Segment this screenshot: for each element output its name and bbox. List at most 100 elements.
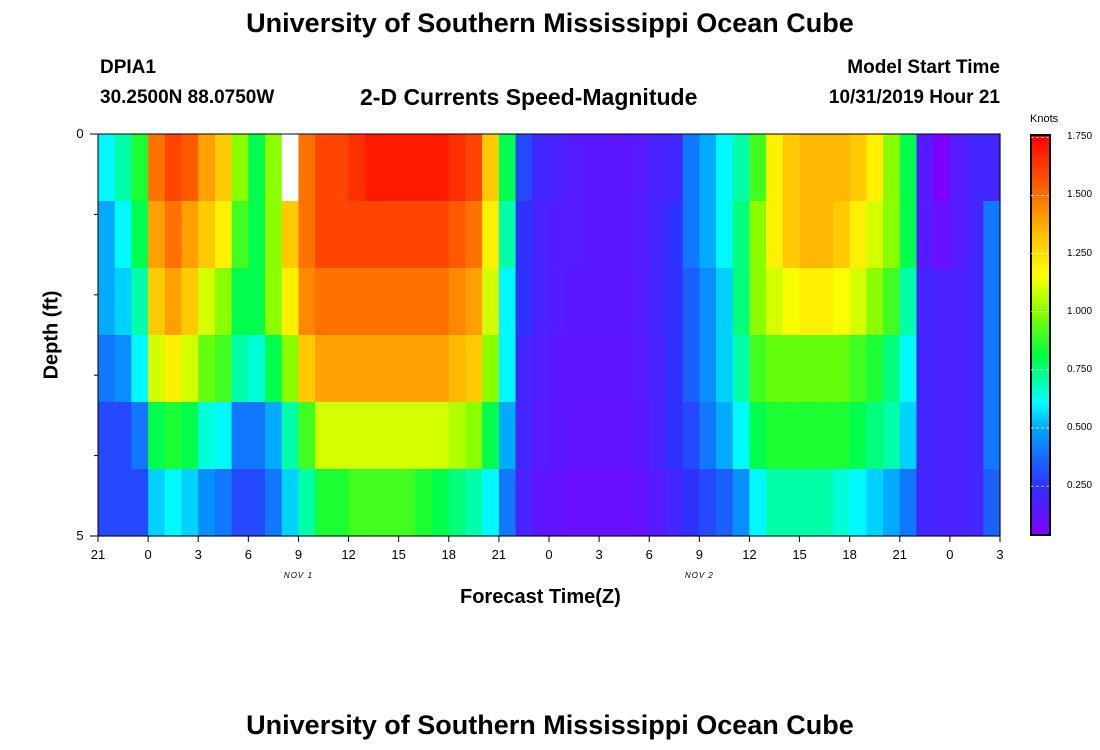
heatmap-cell <box>983 201 1001 269</box>
heatmap-cell <box>131 469 149 537</box>
heatmap-cell <box>131 402 149 470</box>
heatmap-cell <box>766 469 784 537</box>
heatmap-cell <box>214 335 233 403</box>
heatmap-cell <box>632 335 650 403</box>
heatmap-cell <box>148 201 166 269</box>
heatmap-cell <box>198 268 216 336</box>
heatmap-cell <box>816 134 834 202</box>
heatmap-cell <box>716 268 734 336</box>
heatmap-cell <box>649 134 667 202</box>
heatmap-cell <box>899 201 918 269</box>
heatmap-cell <box>665 402 684 470</box>
heatmap-cell <box>565 268 583 336</box>
heatmap-cell <box>398 469 416 537</box>
heatmap-cell <box>348 201 366 269</box>
heatmap-cell <box>164 268 183 336</box>
heatmap-cell <box>348 469 366 537</box>
heatmap-cell <box>265 268 283 336</box>
heatmap-cell <box>849 335 867 403</box>
heatmap-cell <box>899 134 918 202</box>
heatmap-cell <box>632 268 650 336</box>
heatmap-cell <box>515 402 533 470</box>
heatmap-cell <box>816 402 834 470</box>
heatmap-cell <box>398 134 416 202</box>
heatmap-cell <box>448 402 467 470</box>
heatmap-cell <box>949 402 968 470</box>
heatmap-cell <box>248 201 266 269</box>
x-tick-label: 15 <box>792 547 807 562</box>
heatmap-cell <box>148 268 166 336</box>
heatmap-cell <box>716 201 734 269</box>
page-title: University of Southern Mississippi Ocean… <box>246 8 854 38</box>
heatmap-cell <box>949 201 968 269</box>
heatmap-cell <box>448 134 467 202</box>
heatmap-cell <box>98 335 116 403</box>
station-coordinates: 30.2500N 88.0750W <box>100 87 275 108</box>
heatmap-cell <box>899 268 918 336</box>
heatmap-cell <box>883 201 901 269</box>
heatmap-cell <box>482 335 500 403</box>
heatmap-cell <box>498 268 517 336</box>
x-tick-label: 6 <box>244 547 252 562</box>
heatmap-cell <box>799 402 817 470</box>
heatmap-cell <box>949 469 968 537</box>
heatmap-cell <box>699 201 717 269</box>
heatmap-cell <box>549 335 567 403</box>
heatmap-cell <box>682 469 700 537</box>
x-tick-label: 3 <box>595 547 603 562</box>
heatmap-cell <box>665 268 684 336</box>
heatmap-cell <box>532 134 550 202</box>
colorbar-tick-label: 1.500 <box>1067 189 1093 201</box>
heatmap-cell <box>398 201 416 269</box>
heatmap-cell <box>599 134 617 202</box>
heatmap-cell <box>265 201 283 269</box>
heatmap-cell <box>532 469 550 537</box>
heatmap-cell <box>832 402 851 470</box>
heatmap-cell <box>933 201 951 269</box>
heatmap-cell <box>832 201 851 269</box>
heatmap-cell <box>348 402 366 470</box>
heatmap-cell <box>515 201 533 269</box>
heatmap-cell <box>582 402 600 470</box>
heatmap-cell <box>214 469 233 537</box>
heatmap-cell <box>799 469 817 537</box>
heatmap-cell <box>933 469 951 537</box>
x-tick-label: 0 <box>545 547 553 562</box>
heatmap-cell <box>248 402 266 470</box>
heatmap-cell <box>899 335 918 403</box>
heatmap-cell <box>866 402 884 470</box>
heatmap-cell <box>916 335 934 403</box>
heatmap-cell <box>515 268 533 336</box>
heatmap-cell <box>615 402 634 470</box>
heatmap-cell <box>114 402 132 470</box>
x-tick-label: 0 <box>946 547 954 562</box>
heatmap-cell <box>265 402 283 470</box>
heatmap-cell <box>749 402 767 470</box>
heatmap-cell <box>732 402 751 470</box>
heatmap-cell <box>465 268 483 336</box>
heatmap-cell <box>248 268 266 336</box>
heatmap-cell <box>381 469 400 537</box>
heatmap-cell <box>415 335 433 403</box>
heatmap-cell <box>549 268 567 336</box>
heatmap-cell <box>682 402 700 470</box>
heatmap-cell <box>883 335 901 403</box>
heatmap-cell <box>231 201 249 269</box>
heatmap-cell <box>315 201 333 269</box>
x-tick-label: 18 <box>441 547 456 562</box>
heatmap-cell <box>682 134 700 202</box>
heatmap-cell <box>532 268 550 336</box>
heatmap-cell <box>231 134 249 202</box>
heatmap-cell <box>331 134 350 202</box>
heatmap-cell <box>331 201 350 269</box>
heatmap-cell <box>966 201 984 269</box>
heatmap-cell <box>465 469 483 537</box>
heatmap-cell <box>114 134 132 202</box>
heatmap-cell <box>749 335 767 403</box>
heatmap-cell <box>281 134 300 202</box>
heatmap-cell <box>749 268 767 336</box>
date-label: NOV 2 <box>684 571 714 580</box>
heatmap-cell <box>549 134 567 202</box>
heatmap-cell <box>365 201 383 269</box>
